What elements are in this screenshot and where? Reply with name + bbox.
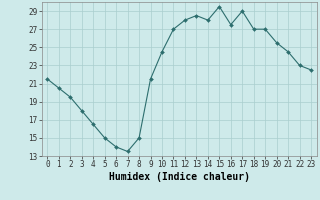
X-axis label: Humidex (Indice chaleur): Humidex (Indice chaleur) [109, 172, 250, 182]
